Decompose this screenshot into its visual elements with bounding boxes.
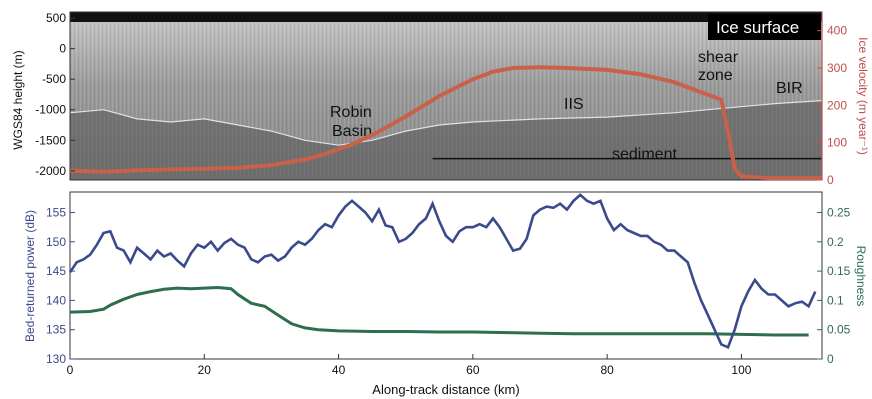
bottom-right-axis-label: Roughness xyxy=(854,246,868,307)
tick-label: 100 xyxy=(731,363,751,377)
tick-label: 0.05 xyxy=(827,323,851,337)
tick-label: -500 xyxy=(42,72,66,86)
shear-zone-label-line2: zone xyxy=(698,67,733,84)
tick-label: 100 xyxy=(827,136,847,150)
sediment-label: sediment xyxy=(612,146,677,163)
iis-label: IIS xyxy=(564,96,584,113)
bed-fill xyxy=(70,100,822,180)
tick-label: 400 xyxy=(827,24,847,38)
bed-interface-line xyxy=(70,100,822,146)
tick-label: -1000 xyxy=(35,103,66,117)
top-right-axis-label: Ice velocity (m year⁻¹) xyxy=(856,37,870,155)
bottom-left-axis: 130 135 140 145 150 155 xyxy=(46,206,75,366)
tick-label: 80 xyxy=(600,363,614,377)
tick-label: 0.2 xyxy=(827,235,844,249)
tick-label: 0 xyxy=(59,42,66,56)
tick-label: 200 xyxy=(827,98,847,112)
tick-label: 500 xyxy=(46,11,66,25)
x-axis-label: Along-track distance (km) xyxy=(372,382,519,397)
top-panel: Ice surface Robin Basin IIS shear zone B… xyxy=(11,11,870,187)
air-layer xyxy=(70,12,822,22)
tick-label: 135 xyxy=(46,323,66,337)
tick-label: 0 xyxy=(827,173,834,187)
robin-basin-label-line2: Basin xyxy=(332,123,372,140)
x-axis: 0 20 40 60 80 100 xyxy=(67,354,752,377)
tick-label: 140 xyxy=(46,293,66,307)
tick-label: 145 xyxy=(46,264,66,278)
tick-label: 0.15 xyxy=(827,264,851,278)
bottom-left-axis-label: Bed-returned power (dB) xyxy=(23,210,37,342)
robin-basin-label-line1: Robin xyxy=(330,104,372,121)
tick-label: 0 xyxy=(827,352,834,366)
tick-label: 130 xyxy=(46,352,66,366)
ice-surface-label: Ice surface xyxy=(716,18,799,37)
tick-label: 300 xyxy=(827,61,847,75)
roughness-line xyxy=(69,285,809,337)
tick-label: 150 xyxy=(46,235,66,249)
tick-label: 0.1 xyxy=(827,293,844,307)
tick-label: -1500 xyxy=(35,133,66,147)
top-left-axis: 500 0 -500 -1000 -1500 -2000 xyxy=(35,11,75,178)
shear-zone-label-line1: shear xyxy=(698,49,739,66)
tick-label: 0.25 xyxy=(827,206,851,220)
bed-returned-power-line xyxy=(68,193,817,350)
ice-velocity-line xyxy=(69,65,822,181)
top-left-axis-label: WGS84 height (m) xyxy=(11,50,25,149)
tick-label: 0 xyxy=(67,363,74,377)
bottom-right-axis: 0 0.05 0.1 0.15 0.2 0.25 xyxy=(817,206,851,366)
tick-label: 40 xyxy=(332,363,346,377)
ice-surface-box xyxy=(708,14,821,40)
bir-label: BIR xyxy=(776,80,803,97)
top-right-axis: 400 300 200 100 0 xyxy=(817,24,847,187)
bottom-panel: 130 135 140 145 150 155 0 0.05 0.1 0.15 0.2 0.25 0… xyxy=(23,191,868,397)
tick-label: -2000 xyxy=(35,164,66,178)
tick-label: 60 xyxy=(466,363,480,377)
tick-label: 155 xyxy=(46,206,66,220)
tick-label: 20 xyxy=(198,363,212,377)
